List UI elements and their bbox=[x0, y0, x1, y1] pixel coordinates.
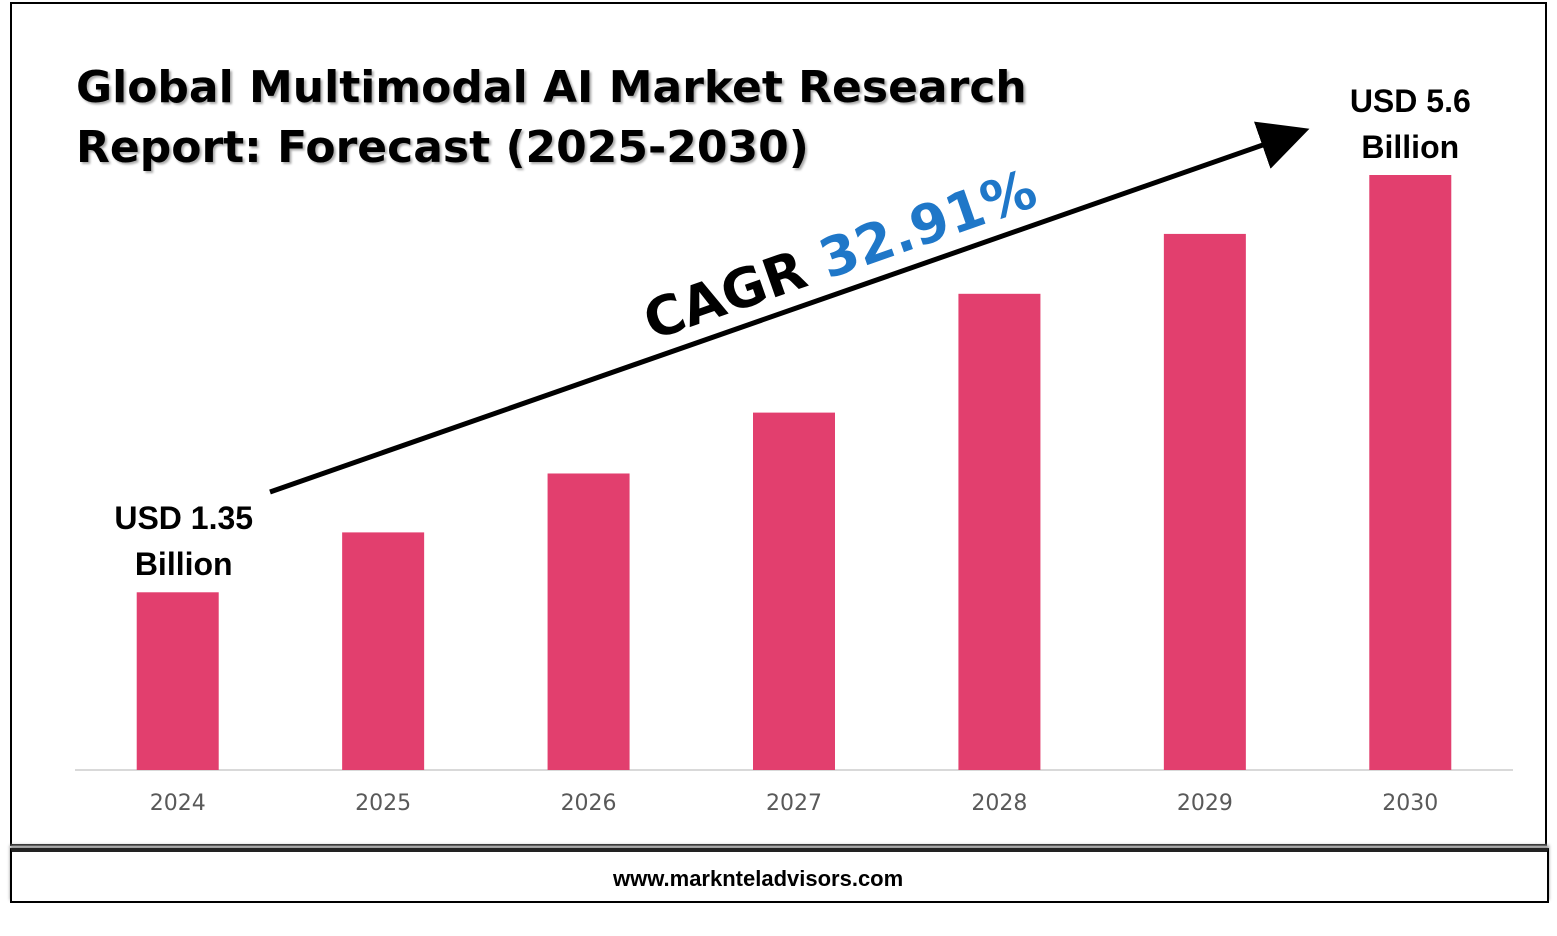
bar bbox=[1369, 175, 1452, 770]
chart-frame bbox=[10, 2, 1547, 846]
x-tick-label: 2025 bbox=[355, 791, 411, 816]
x-tick-label: 2026 bbox=[561, 791, 617, 816]
footer-frame bbox=[10, 848, 1549, 903]
trend-arrow bbox=[269, 121, 1310, 495]
bar bbox=[547, 473, 630, 770]
x-tick-label: 2028 bbox=[971, 791, 1027, 816]
bar bbox=[342, 532, 425, 770]
bar bbox=[136, 592, 219, 770]
source: www.marknteladvisors.com bbox=[613, 866, 904, 891]
value-label: USD 1.35 Billion bbox=[114, 500, 254, 583]
bar bbox=[958, 293, 1041, 770]
x-tick-label: 2030 bbox=[1382, 791, 1438, 816]
x-tick-label: 2027 bbox=[766, 791, 822, 816]
chart-title: Global Multimodal AI Market Research Rep… bbox=[76, 62, 1027, 173]
x-tick-label: 2029 bbox=[1177, 791, 1233, 816]
bar bbox=[1163, 233, 1246, 770]
bar bbox=[753, 412, 835, 770]
x-tick-label: 2024 bbox=[150, 791, 206, 816]
value-label: USD 5.6 Billion bbox=[1349, 83, 1471, 165]
